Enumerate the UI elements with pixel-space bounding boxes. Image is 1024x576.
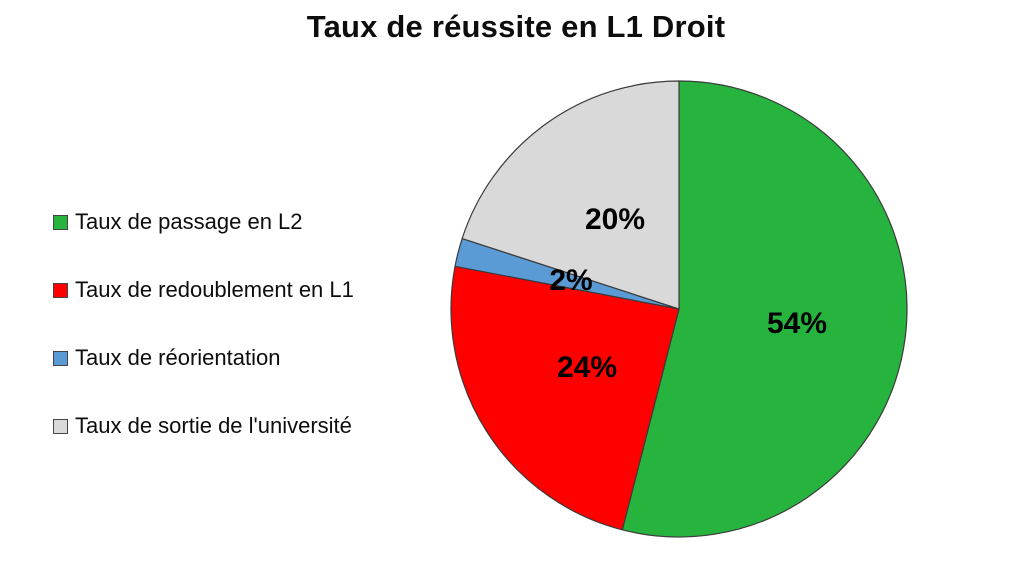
legend-swatch-blue [53,350,68,366]
legend-swatch-red [53,282,68,298]
pie-data-label-0: 54% [766,307,828,340]
legend-label: Taux de passage en L2 [75,209,303,234]
pie-data-label-2: 2% [549,264,593,297]
legend-label: Taux de réorientation [75,345,281,370]
legend-swatch-gray [53,418,68,434]
legend-label: Taux de sortie de l'université [75,413,352,438]
legend-item-taux-reorientation: Taux de réorientation [53,343,354,373]
legend-label: Taux de redoublement en L1 [75,277,354,302]
pie-data-label-1: 24% [556,351,618,384]
legend-item-taux-sortie-universite: Taux de sortie de l'université [53,411,354,441]
chart-title: Taux de réussite en L1 Droit [306,9,726,44]
pie-slice-0 [621,80,908,538]
pie-slice-3 [461,80,680,310]
pie-data-label-3: 20% [584,203,646,236]
legend-item-taux-redoublement-l1: Taux de redoublement en L1 [53,275,354,305]
legend: Taux de passage en L2 Taux de redoubleme… [53,207,354,441]
pie-slice-1 [450,265,680,531]
legend-item-taux-passage-l2: Taux de passage en L2 [53,207,354,237]
legend-swatch-green [53,214,68,230]
